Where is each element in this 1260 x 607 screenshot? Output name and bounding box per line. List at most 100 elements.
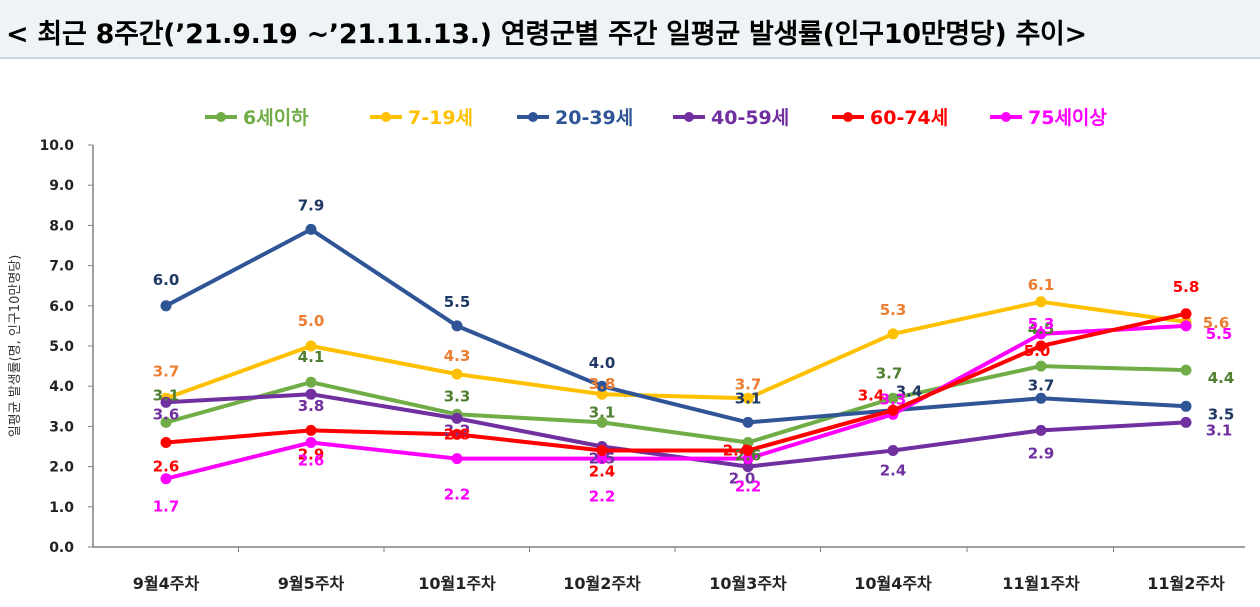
data-label: 2.0 (729, 470, 756, 488)
data-label: 2.4 (723, 442, 750, 460)
title-bar: < 최근 8주간(’21.9.19 ~’21.11.13.) 연령군별 주간 일… (0, 0, 1260, 59)
data-label: 5.3 (1028, 315, 1055, 333)
x-tick-label: 10월4주차 (854, 574, 932, 593)
data-point (305, 437, 317, 448)
data-point (742, 461, 754, 473)
y-tick-label: 1.0 (49, 500, 74, 516)
data-label: 2.5 (589, 450, 616, 468)
legend-marker (528, 112, 538, 122)
data-point (742, 445, 754, 456)
legend-entry-label: 7-19세 (408, 107, 473, 129)
data-label: 3.3 (880, 390, 907, 408)
data-point (596, 380, 608, 392)
series-lines (160, 223, 1192, 485)
data-point (305, 388, 317, 400)
data-label: 3.4 (896, 382, 923, 400)
data-label: 2.4 (589, 463, 616, 481)
data-point (742, 437, 754, 448)
data-point (451, 412, 463, 424)
data-label: 4.3 (444, 347, 471, 365)
y-tick-label: 4.0 (49, 379, 74, 395)
x-tick-label: 10월2주차 (563, 574, 641, 593)
y-tick-label: 8.0 (49, 218, 74, 234)
data-label: 3.4 (858, 386, 885, 404)
y-tick-label: 0.0 (49, 540, 74, 556)
data-label: 3.8 (589, 375, 616, 393)
legend-marker (843, 112, 853, 122)
data-label: 2.6 (153, 457, 180, 475)
data-point (160, 416, 172, 428)
data-point (160, 396, 172, 408)
data-label: 4.1 (298, 348, 325, 366)
y-tick-label: 9.0 (49, 178, 74, 194)
series-line (164, 311, 1188, 453)
data-point (1035, 340, 1047, 352)
data-label: 3.7 (735, 375, 762, 393)
series-line (164, 392, 1188, 469)
data-label: 2.6 (298, 451, 325, 469)
data-label: 5.0 (298, 312, 325, 330)
data-point (160, 437, 172, 448)
data-label: 5.3 (880, 301, 907, 319)
x-tick-label: 10월1주차 (418, 574, 496, 593)
y-tick-label: 10.0 (39, 138, 74, 154)
legend-marker (381, 112, 391, 122)
data-point (305, 424, 317, 436)
data-label: 4.0 (589, 354, 616, 372)
data-point (1180, 320, 1192, 332)
legend-entry-label: 60-74세 (870, 107, 948, 129)
data-label: 5.6 (1203, 314, 1230, 332)
y-tick-label: 7.0 (49, 259, 74, 275)
chart-legend: 6세이하 7-19세 20-39세 40-59세 60-74세 75세이상 (205, 107, 1107, 129)
legend-entry-label: 20-39세 (555, 107, 633, 129)
data-point (1035, 360, 1047, 372)
data-label: 6.0 (153, 271, 180, 289)
data-point (887, 392, 899, 404)
data-label: 3.1 (589, 403, 616, 421)
data-point (305, 223, 317, 235)
y-tick-label: 3.0 (49, 419, 74, 435)
data-label: 2.2 (444, 486, 471, 504)
data-label: 3.8 (298, 397, 325, 415)
data-point (451, 453, 463, 465)
data-label: 3.6 (153, 405, 180, 423)
x-tick-label: 11월2주차 (1147, 574, 1225, 593)
data-point (451, 368, 463, 380)
legend-entry-label: 6세이하 (243, 107, 309, 129)
legend-marker (1001, 112, 1011, 122)
y-tick-label: 2.0 (49, 460, 74, 476)
x-tick-label: 10월3주차 (709, 574, 787, 593)
data-label: 3.7 (876, 364, 903, 382)
data-label: 3.7 (1028, 376, 1055, 394)
line-chart: 6세이하 7-19세 20-39세 40-59세 60-74세 75세이상 일평균 발생률… (8, 107, 1245, 593)
data-point (305, 376, 317, 388)
x-tick-label: 9월5주차 (278, 574, 345, 593)
chart-axes: 0.0 1.0 2.0 3.0 4.0 5.0 6.0 7.0 8.0 9.0 10.0 9월4주차 9… (39, 138, 1245, 593)
data-point (887, 404, 899, 416)
data-point (305, 340, 317, 352)
data-label: 5.8 (1173, 278, 1200, 296)
data-label: 2.4 (880, 462, 907, 480)
series-line (164, 364, 1188, 445)
data-point (742, 392, 754, 404)
data-label: 3.5 (1208, 405, 1235, 423)
series-line (164, 299, 1188, 401)
series-data-labels: 3.1 4.1 3.3 3.1 2.6 3.7 4.5 4.4 3.7 5.0 4.3 3.8 3.7 5… (153, 196, 1235, 515)
data-point (1180, 364, 1192, 376)
data-point (742, 416, 754, 428)
data-point (887, 328, 899, 340)
data-point (1035, 328, 1047, 340)
data-label: 3.1 (735, 389, 762, 407)
y-axis-label-group: 일평균 발생률(명, 인구10만명당) (8, 255, 23, 438)
data-label: 2.6 (735, 446, 762, 464)
data-label: 2.9 (1028, 444, 1055, 462)
y-axis-label: 일평균 발생률(명, 인구10만명당) (8, 255, 23, 438)
data-label: 7.9 (298, 196, 325, 214)
data-label: 2.9 (298, 445, 325, 463)
data-label: 5.0 (1024, 342, 1051, 360)
data-point (596, 388, 608, 400)
data-point (596, 453, 608, 465)
data-label: 1.7 (153, 498, 180, 516)
data-point (451, 320, 463, 332)
data-point (596, 445, 608, 456)
